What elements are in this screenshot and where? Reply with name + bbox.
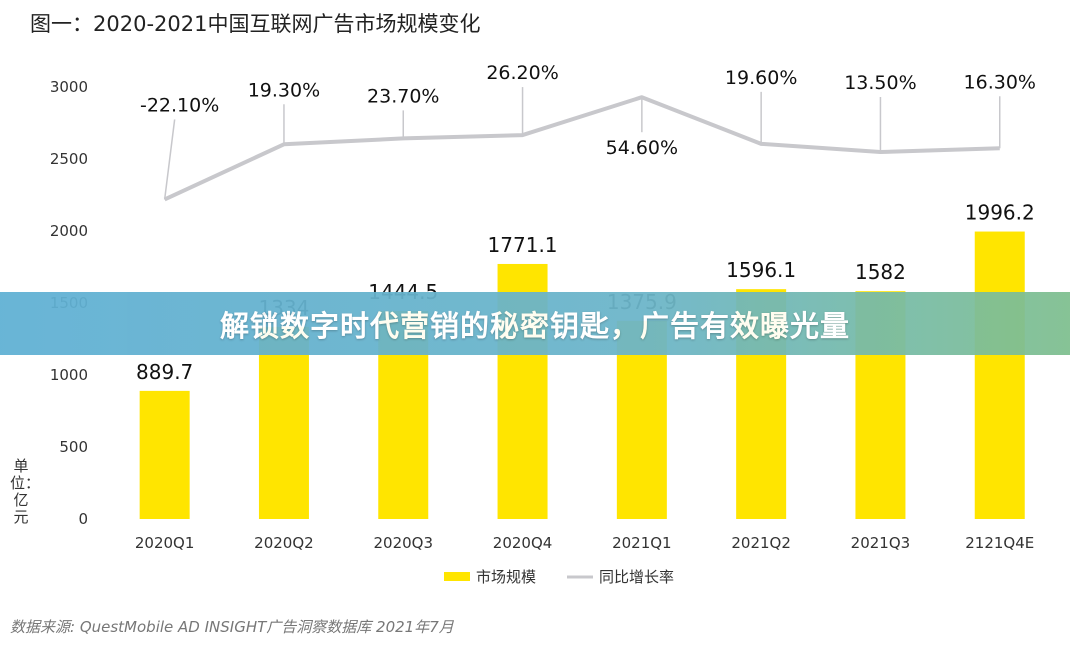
legend-label-line: 同比增长率 bbox=[599, 568, 674, 586]
source-note: 数据来源: QuestMobile AD INSIGHT广告洞察数据库 2021… bbox=[10, 618, 454, 636]
x-tick-label: 2020Q1 bbox=[135, 534, 195, 552]
bar-value-label: 1996.2 bbox=[965, 201, 1035, 225]
x-tick-label: 2021Q1 bbox=[612, 534, 672, 552]
y-axis-unit: 单位：亿元 bbox=[10, 457, 41, 526]
banner-text: 解锁数字时代营销的秘密钥匙，广告有效曝光量 bbox=[219, 308, 850, 343]
y-tick-label: 3000 bbox=[50, 78, 88, 96]
y-tick-label: 1000 bbox=[50, 366, 88, 384]
x-tick-label: 2121Q4E bbox=[965, 534, 1034, 552]
y-tick-label: 2000 bbox=[50, 222, 88, 240]
growth-value-label: -22.10% bbox=[140, 94, 219, 116]
y-tick-label: 0 bbox=[78, 510, 88, 528]
growth-line bbox=[163, 95, 1000, 202]
x-axis: 2020Q1 2020Q2 2020Q3 2020Q4 2021Q1 2021Q2 2021… bbox=[135, 534, 1034, 552]
x-tick-label: 2021Q2 bbox=[731, 534, 791, 552]
promo-banner[interactable]: 解锁数字时代营销的秘密钥匙，广告有效曝光量 bbox=[0, 292, 1070, 355]
bar bbox=[974, 231, 1025, 520]
legend-swatch-bar bbox=[444, 572, 470, 581]
legend: 市场规模 同比增长率 bbox=[444, 568, 674, 586]
x-tick-label: 2021Q3 bbox=[851, 534, 911, 552]
y-tick-label: 500 bbox=[59, 438, 88, 456]
growth-value-label: 26.20% bbox=[486, 62, 558, 84]
bar-value-label: 1582 bbox=[855, 260, 906, 284]
line-series bbox=[163, 87, 1001, 202]
growth-value-label: 23.70% bbox=[367, 85, 439, 107]
legend-label-bar: 市场规模 bbox=[476, 568, 536, 586]
bar-value-label: 1771.1 bbox=[488, 233, 558, 257]
bar-value-label: 1596.1 bbox=[726, 258, 796, 282]
label-leader bbox=[163, 119, 176, 200]
y-axis: 050010001500200025003000 bbox=[50, 78, 88, 528]
bar-value-label: 889.7 bbox=[136, 360, 193, 384]
bar bbox=[258, 326, 309, 519]
growth-value-label: 16.30% bbox=[964, 71, 1036, 93]
x-tick-label: 2020Q4 bbox=[493, 534, 553, 552]
growth-value-label: 54.60% bbox=[606, 137, 678, 159]
growth-value-label: 19.60% bbox=[725, 67, 797, 89]
chart-title: 图一：2020-2021中国互联网广告市场规模变化 bbox=[30, 12, 481, 36]
bar bbox=[139, 390, 190, 519]
x-tick-label: 2020Q2 bbox=[254, 534, 314, 552]
growth-value-label: 19.30% bbox=[248, 79, 320, 101]
x-tick-label: 2020Q3 bbox=[373, 534, 433, 552]
y-tick-label: 2500 bbox=[50, 150, 88, 168]
growth-value-label: 13.50% bbox=[844, 72, 916, 94]
